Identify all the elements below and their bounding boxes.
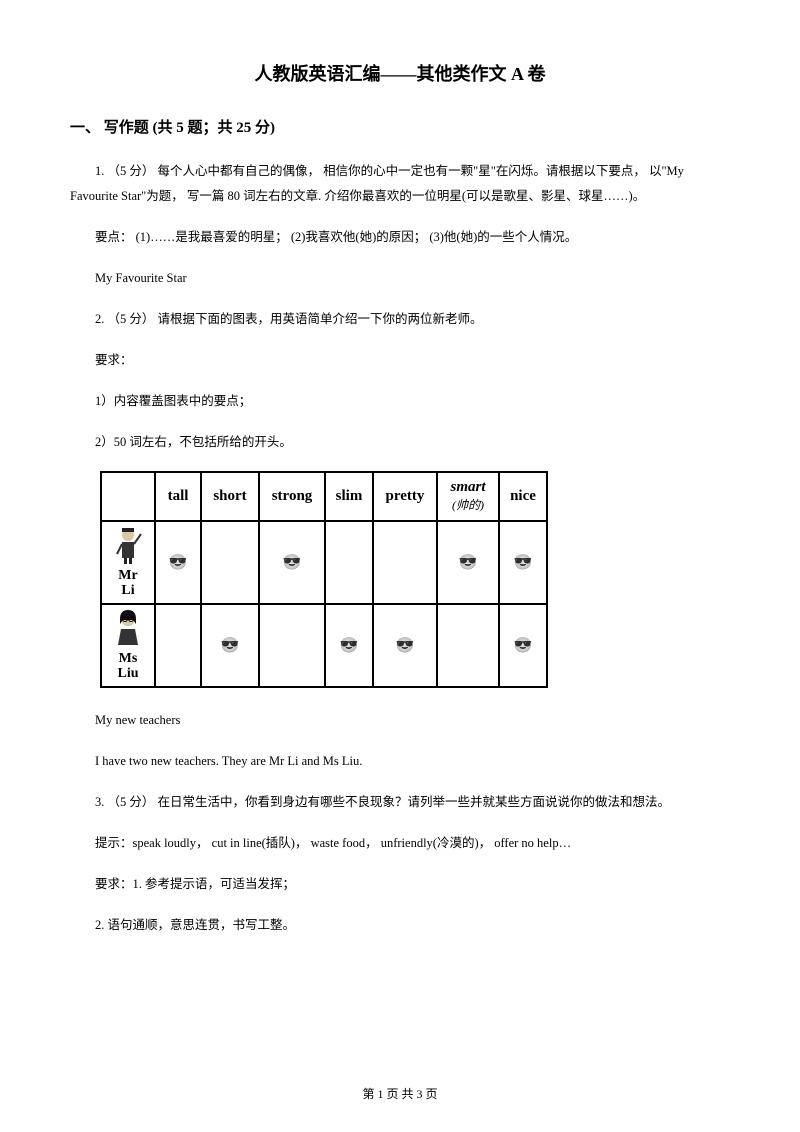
mark-cell <box>259 604 325 687</box>
page-title: 人教版英语汇编——其他类作文 A 卷 <box>70 60 730 86</box>
q3-prompt: 3. （5 分） 在日常生活中，你看到身边有哪些不良现象？请列举一些并就某些方面… <box>70 790 730 815</box>
mark-cell: 😎 <box>499 521 547 604</box>
mark-cell: 😎 <box>259 521 325 604</box>
mark-cell: 😎 <box>155 521 201 604</box>
mark-cell: 😎 <box>325 604 373 687</box>
q2-starter2: I have two new teachers. They are Mr Li … <box>70 749 730 774</box>
mark-cell: 😎 <box>437 521 499 604</box>
q2-prompt: 2. （5 分） 请根据下面的图表，用英语简单介绍一下你的两位新老师。 <box>70 307 730 332</box>
q1-line1: 1. （5 分） 每个人心中都有自己的偶像， 相信你的心中一定也有一颗"星"在闪… <box>70 159 730 184</box>
column-header: tall <box>155 472 201 521</box>
column-header: pretty <box>373 472 437 521</box>
q1-line2: Favourite Star"为题， 写一篇 80 词左右的文章. 介绍你最喜欢… <box>70 184 730 209</box>
table-row: MsLiu😎😎😎😎 <box>101 604 547 687</box>
page-footer: 第 1 页 共 3 页 <box>0 1085 800 1102</box>
column-header: short <box>201 472 259 521</box>
q2-starter1: My new teachers <box>70 708 730 733</box>
row-label: MrLi <box>101 521 155 604</box>
q1-starter: My Favourite Star <box>70 266 730 291</box>
teacher-male-icon <box>111 524 145 564</box>
mark-cell <box>437 604 499 687</box>
mark-cell: 😎 <box>201 604 259 687</box>
column-header <box>101 472 155 521</box>
mark-cell <box>325 521 373 604</box>
q3-req2: 2. 语句通顺，意思连贯，书写工整。 <box>70 913 730 938</box>
section-heading: 一、 写作题 (共 5 题；共 25 分) <box>70 116 730 137</box>
table-body: MrLi😎😎😎😎MsLiu😎😎😎😎 <box>101 521 547 687</box>
mark-cell <box>155 604 201 687</box>
q2-req2: 2）50 词左右，不包括所给的开头。 <box>70 430 730 455</box>
column-header: slim <box>325 472 373 521</box>
mark-cell <box>373 521 437 604</box>
table-row: MrLi😎😎😎😎 <box>101 521 547 604</box>
mark-cell: 😎 <box>373 604 437 687</box>
column-header: smart(帅的) <box>437 472 499 521</box>
q2-req-label: 要求： <box>70 348 730 373</box>
row-label: MsLiu <box>101 604 155 687</box>
table-header-row: tallshortstrongslimprettysmart(帅的)nice <box>101 472 547 521</box>
teacher-table: tallshortstrongslimprettysmart(帅的)nice M… <box>100 471 548 688</box>
mark-cell <box>201 521 259 604</box>
q3-req1: 要求：1. 参考提示语，可适当发挥； <box>70 872 730 897</box>
column-header: strong <box>259 472 325 521</box>
q3-hint: 提示：speak loudly， cut in line(插队)， waste … <box>70 831 730 856</box>
teacher-female-icon <box>111 607 145 647</box>
q1-points: 要点： (1)……是我最喜爱的明星； (2)我喜欢他(她)的原因； (3)他(她… <box>70 225 730 250</box>
mark-cell: 😎 <box>499 604 547 687</box>
column-header: nice <box>499 472 547 521</box>
q2-req1: 1）内容覆盖图表中的要点； <box>70 389 730 414</box>
